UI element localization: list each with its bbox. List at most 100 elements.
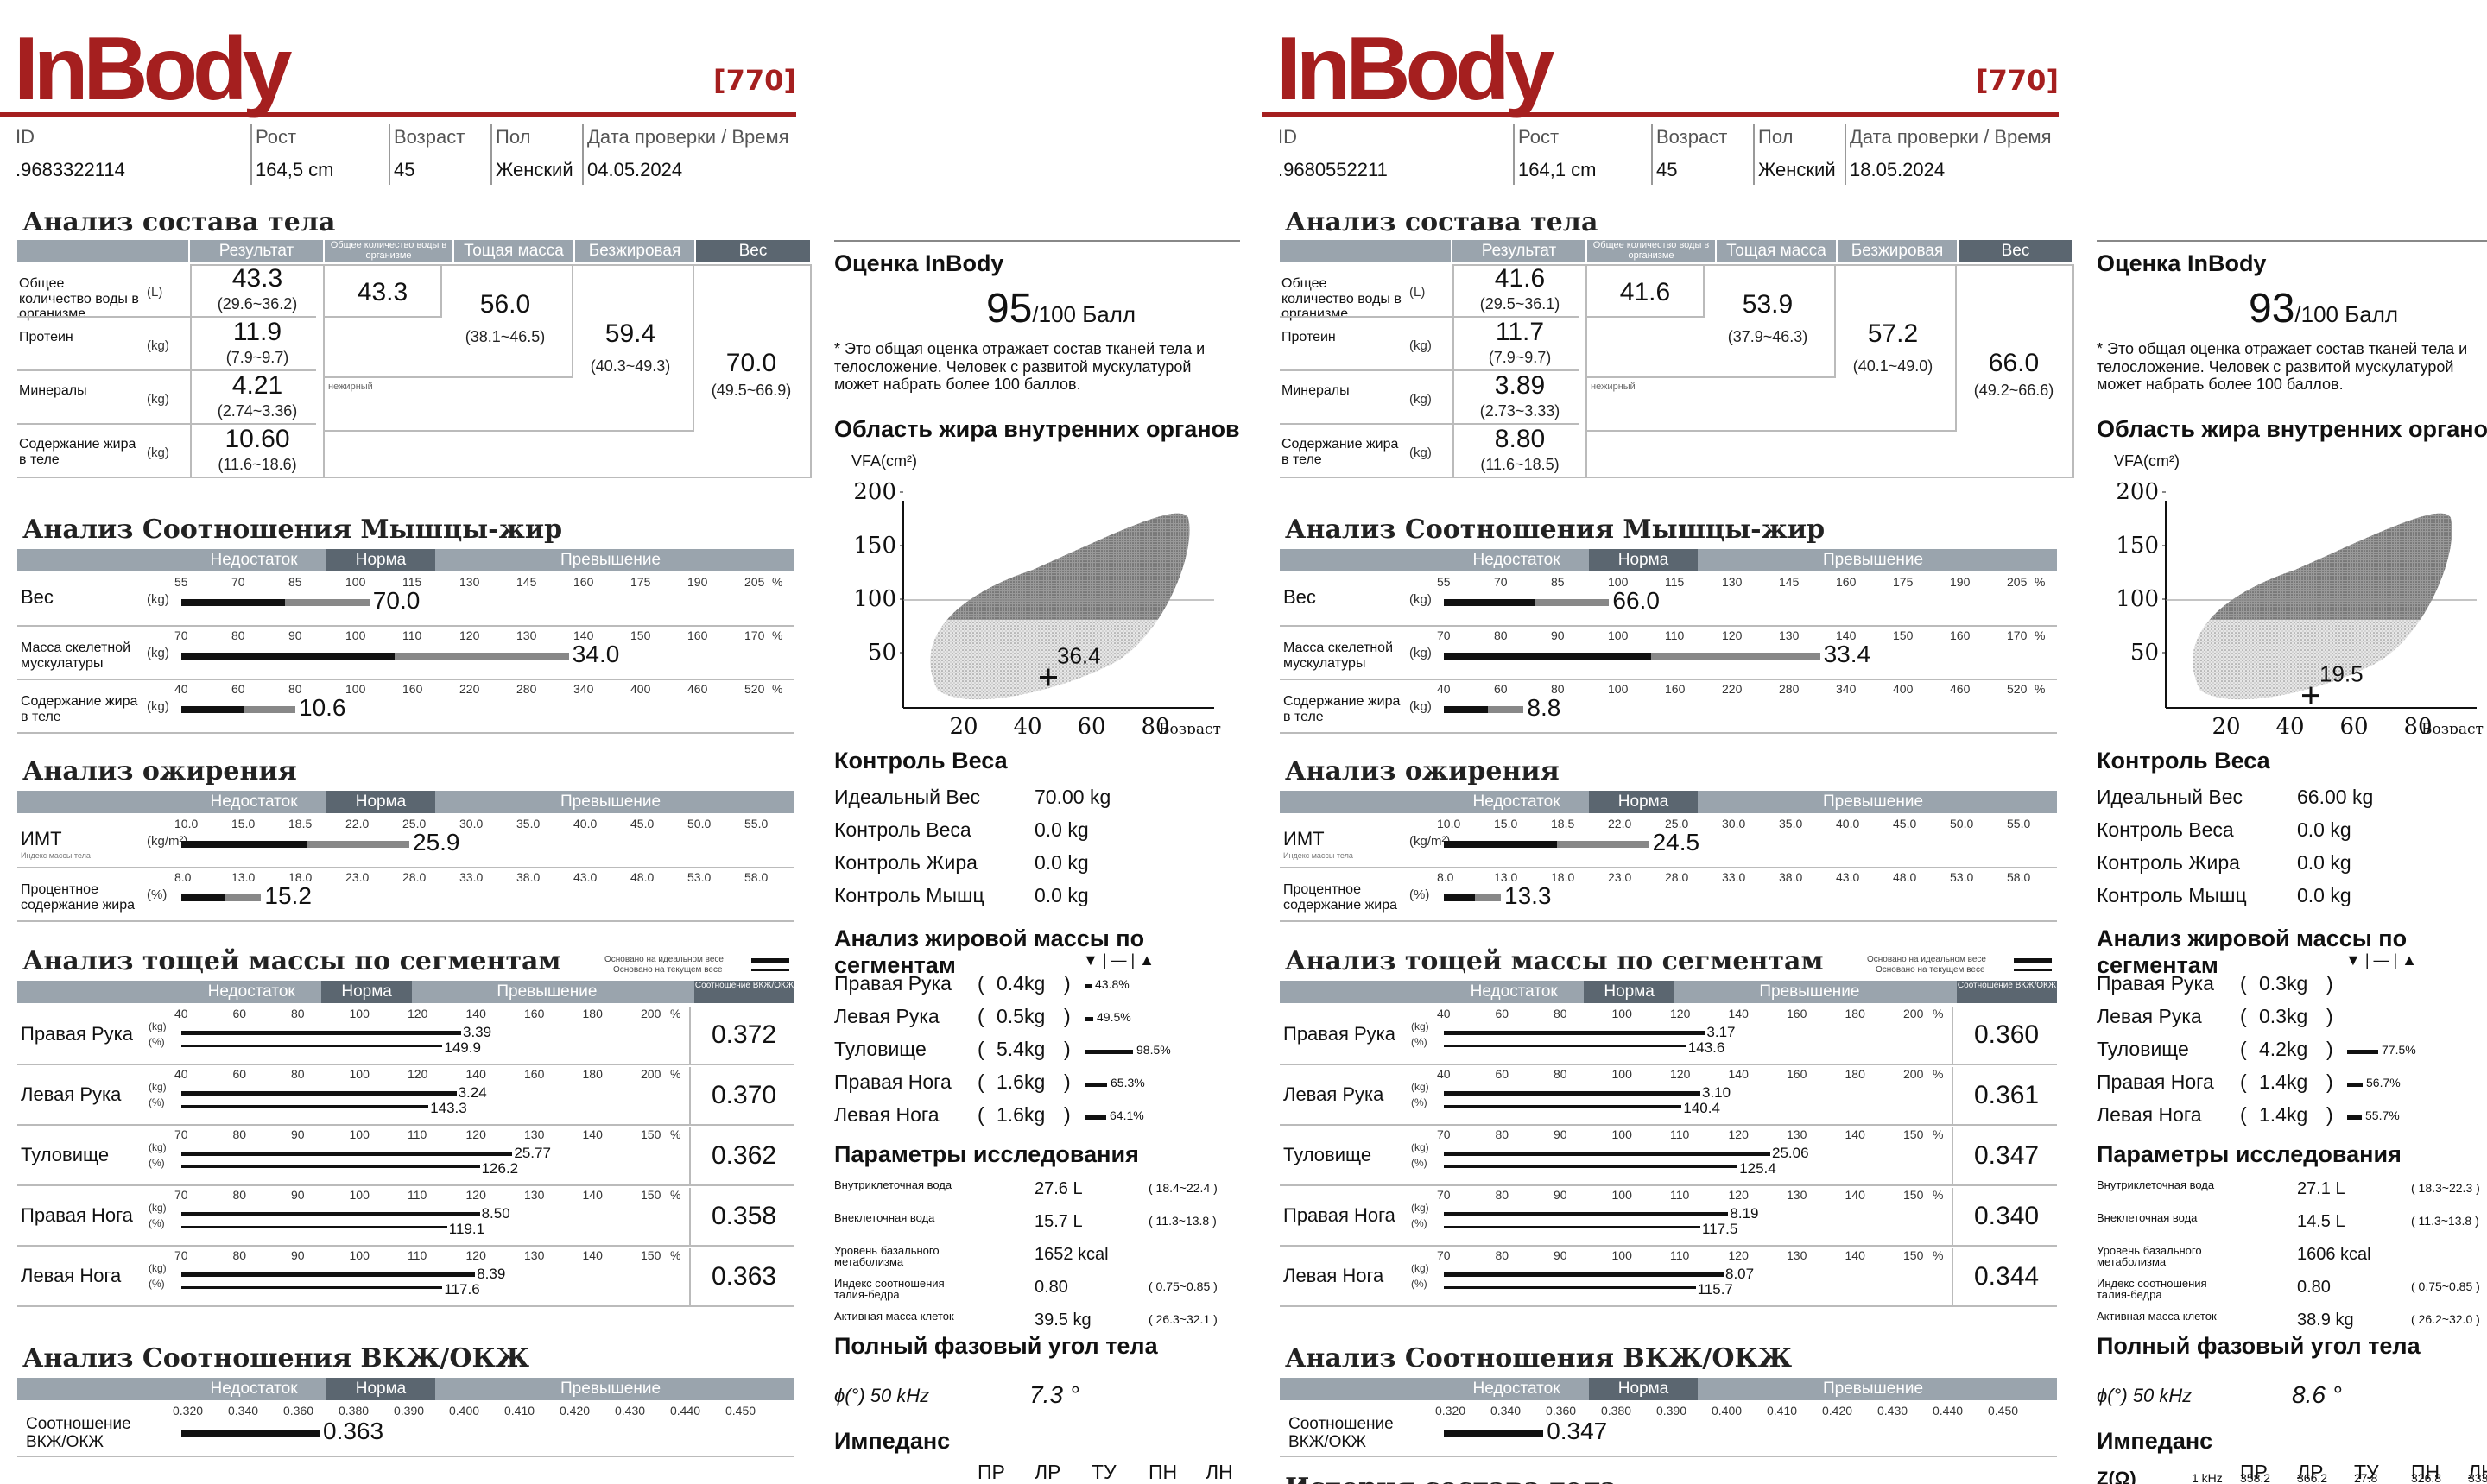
bar-row-rule [17, 867, 794, 868]
composition-row-rule [17, 477, 316, 478]
report-right: InBody [770] ID .9680552211 Рост 164,1 cm Возр… [1262, 0, 2487, 1484]
ecw-rule [1280, 1456, 2057, 1457]
composition-weight-value: 66.0 [1988, 349, 2040, 377]
lean-seg-ratio: 0.344 [1974, 1262, 2040, 1291]
profile-value-date: 04.05.2024 [587, 159, 683, 180]
lean-seg-pct: 126.2 [481, 1160, 519, 1177]
scale-tick: 120 [1670, 1007, 1691, 1020]
scale-tick: 90 [1554, 1248, 1567, 1262]
composition-range: (2.73~3.33) [1479, 402, 1560, 420]
lean-seg-ratio: 0.372 [712, 1020, 777, 1049]
lean-seg-bar-kg [1444, 1091, 1700, 1096]
scale-tick: 100 [1611, 1067, 1632, 1081]
bar-row-rule [17, 679, 794, 680]
segment-fat-bar [1085, 984, 1092, 988]
param-range: ( 0.75~0.85 ) [1149, 1279, 1218, 1293]
profile-label-age: Возраст [1656, 126, 1728, 148]
bar-row-rule [1280, 867, 2057, 868]
weight-control-value: 0.0 kg [1035, 884, 1089, 906]
composition-row-unit: (kg) [147, 445, 169, 460]
score-block: 95/100 Балл [986, 285, 1136, 332]
segment-fat-bar [1085, 1050, 1133, 1054]
scale-tick: 130 [524, 1127, 545, 1141]
weight-control-label: Идеальный Вес [2097, 786, 2243, 808]
lean-seg-legend-line-ideal [2014, 958, 2052, 963]
scale-tick: 43.0 [573, 870, 598, 884]
bar-row-label: Процентное содержание жира [1283, 882, 1398, 913]
bar-segment-grey [1650, 653, 1820, 660]
composition-tbw-value: 43.3 [357, 278, 408, 306]
scale-tick: 38.0 [1779, 870, 1803, 884]
scale-tick: 80 [232, 1188, 247, 1202]
impedance-value: Z(Ω) [2097, 1468, 2136, 1484]
scale-tick: 120 [1728, 1188, 1749, 1202]
scale-tick: 70 [1437, 1188, 1451, 1202]
scale-tick: 80 [291, 1007, 305, 1020]
scale-tick: 100 [345, 682, 366, 696]
composition-row-label: Протеин [19, 330, 73, 344]
scale-tick: 40 [1437, 1067, 1451, 1081]
score-top-rule [2097, 240, 2487, 242]
composition-bone-note: нежирный [1591, 382, 1636, 392]
scale-tick: 200 [1903, 1007, 1924, 1020]
segment-fat-bar [1085, 1083, 1107, 1087]
composition-header-3: Безжировая масса [1838, 240, 1957, 282]
scale-tick: 110 [408, 1127, 427, 1141]
vfa-point [1040, 668, 1057, 686]
scale-tick: 460 [687, 682, 708, 696]
composition-value: 11.9 [232, 318, 282, 346]
lean-seg-kg: 3.17 [1706, 1024, 1736, 1040]
ecw-label: Соотношение ВКЖ/ОКЖ [26, 1415, 131, 1451]
section-title-history: История состава тела [1285, 1473, 1617, 1484]
lean-seg-ratio: 0.370 [712, 1081, 777, 1109]
segment-fat-pct: 43.8% [1095, 977, 1130, 991]
profile-label-date: Дата проверки / Время [587, 126, 789, 148]
composition-row-label: Минералы [1281, 383, 1350, 398]
param-label: Активная масса клеток [2097, 1310, 2217, 1323]
scale-tick: % [670, 1007, 681, 1020]
param-value: 15.7 L [1035, 1212, 1083, 1231]
scale-tick: 33.0 [1722, 870, 1746, 884]
scale-tick: 0.400 [1712, 1404, 1743, 1418]
composition-result-box [190, 264, 325, 478]
bar-segment-black [181, 894, 225, 901]
bar-row-label: ИМТ [1283, 828, 1325, 849]
impedance-value: 27.8 [2354, 1471, 2378, 1484]
profile-label-date: Дата проверки / Время [1850, 126, 2052, 148]
header-ratio: Соотношение ВКЖ/ОКЖ [694, 981, 794, 1003]
scale-tick: 85 [288, 575, 302, 589]
lean-seg-legend-line-current [751, 969, 789, 971]
scale-tick: 180 [582, 1067, 603, 1081]
bar-segment-grey [1535, 599, 1610, 606]
profile-divider [1651, 124, 1653, 185]
composition-lean-value: 53.9 [1742, 290, 1794, 319]
param-label: Внеклеточная вода [2097, 1211, 2198, 1224]
composition-header-blank [1280, 240, 1451, 262]
report-left: InBody [770] ID .9683322114 Рост 164,5 cm Возр… [0, 24, 1240, 1483]
scale-tick: 43.0 [1836, 870, 1860, 884]
scale-tick: 140 [582, 1248, 603, 1262]
lean-seg-legend-current: Основано на текущем весе [613, 965, 723, 975]
scale-tick: 0.390 [394, 1404, 425, 1418]
bar-value: 70.0 [372, 587, 421, 614]
impedance-title: Импеданс [834, 1428, 951, 1454]
segment-fat-legend: ▼ | — | ▲ [2345, 951, 2417, 969]
segment-fat-kg: 1.4kg [2259, 1070, 2308, 1093]
scale-tick: 70 [174, 1188, 188, 1202]
bar-row-rule [17, 625, 794, 627]
scale-tick: 110 [1670, 1248, 1690, 1262]
scale-tick: 40 [174, 682, 188, 696]
bar-segment-grey [307, 841, 409, 848]
scale-tick: % [670, 1188, 681, 1202]
score-note: * Это общая оценка отражает состав ткане… [834, 340, 1206, 394]
section-title-obesity: Анализ ожирения [22, 756, 297, 786]
segment-fat-close: ) [1064, 972, 1071, 995]
scale-tick: 280 [516, 682, 537, 696]
scale-tick: 0.420 [1822, 1404, 1853, 1418]
profile-value-sex: Женский [1758, 159, 1836, 180]
lean-seg-ratio: 0.363 [712, 1262, 777, 1291]
score-block: 93/100 Балл [2249, 285, 2398, 332]
segment-fat-close: ) [1064, 1038, 1071, 1060]
scale-tick: 0.400 [449, 1404, 480, 1418]
vfa-y-tick: 200 [2116, 479, 2159, 505]
